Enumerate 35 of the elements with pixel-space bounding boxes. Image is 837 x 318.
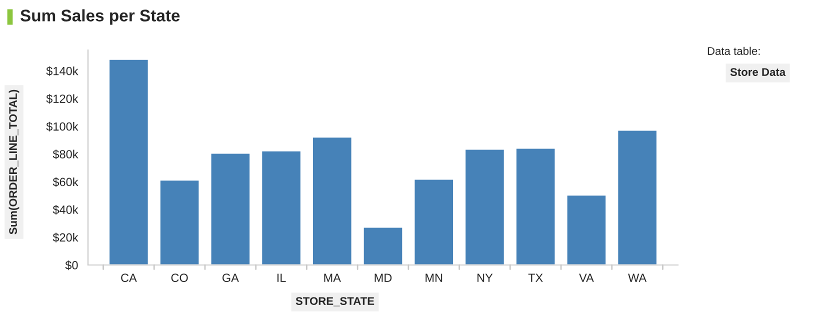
- x-tick-label: MA: [324, 274, 341, 282]
- bar: [260, 150, 302, 265]
- x-tick-label: TX: [528, 274, 543, 282]
- bar: [464, 148, 506, 265]
- y-tick-label: $40k: [52, 205, 78, 215]
- x-tick-label: CA: [121, 274, 137, 282]
- x-tick-label: MD: [374, 274, 392, 282]
- bar: [616, 129, 658, 265]
- bar: [413, 178, 454, 265]
- bar: [312, 136, 353, 265]
- text: Data table:: [708, 46, 760, 55]
- x-tick-label: NY: [477, 274, 493, 282]
- text: Store Data: [730, 68, 786, 76]
- y-axis-title: Sum(ORDER_LINE_TOTAL): [8, 90, 20, 234]
- x-tick-label: IL: [277, 274, 286, 282]
- bar: [362, 226, 404, 265]
- y-tick-label: $80k: [52, 150, 78, 160]
- x-tick-label: VA: [579, 274, 594, 282]
- bar: [108, 58, 150, 265]
- y-tick-label: $100k: [46, 122, 78, 132]
- x-tick-label: CO: [171, 274, 188, 282]
- chart-title: Sum Sales per State: [20, 9, 180, 25]
- x-tick-label: GA: [222, 274, 239, 282]
- x-tick-label: MN: [426, 274, 442, 282]
- bar: [515, 147, 556, 265]
- bar: [566, 194, 607, 265]
- y-tick-label: $0: [65, 260, 78, 270]
- y-tick-label: $20k: [52, 232, 78, 242]
- x-tick-label: WA: [628, 274, 647, 282]
- y-tick-label: $140k: [46, 66, 78, 76]
- x-axis-title: STORE_STATE: [296, 297, 374, 306]
- bar: [210, 152, 251, 265]
- y-tick-label: $60k: [52, 177, 78, 187]
- y-tick-label: $120k: [46, 94, 78, 104]
- bar: [159, 179, 200, 265]
